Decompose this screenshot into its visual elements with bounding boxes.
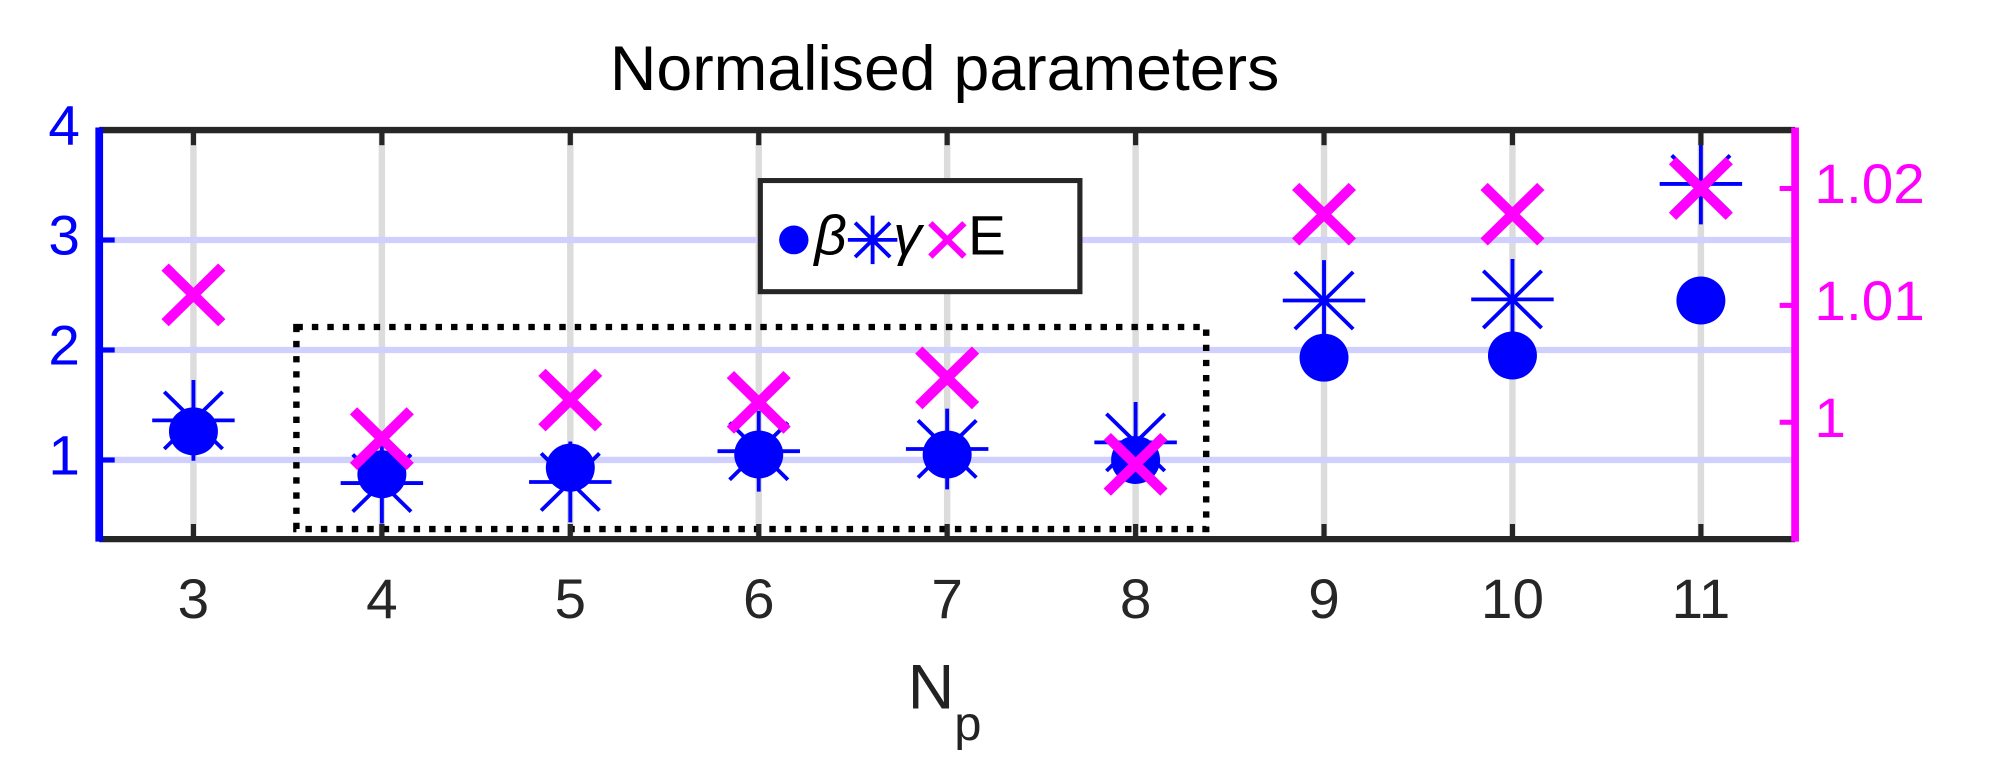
- point: [1094, 401, 1177, 483]
- point: [1676, 276, 1726, 325]
- point: [1282, 260, 1366, 341]
- y2-tick-label: 1.02: [1814, 153, 1924, 215]
- x-tick-label: 4: [366, 568, 398, 630]
- y2-tick-label: 1.01: [1814, 270, 1924, 332]
- highlight-box: [293, 323, 1210, 533]
- x-tick-label: 9: [1308, 568, 1340, 630]
- x-axis-label-main: N: [908, 651, 955, 722]
- y-tick-label: 4: [48, 94, 80, 156]
- x-tick-label: 6: [743, 568, 775, 630]
- point: [915, 346, 980, 410]
- point: [1292, 182, 1357, 246]
- x-axis-label-sub: p: [954, 697, 981, 750]
- legend-marker: [928, 221, 967, 259]
- y-tick-label: 1: [48, 424, 80, 486]
- legend-marker: [847, 215, 898, 265]
- legend-label: E: [968, 204, 1006, 266]
- point: [161, 263, 226, 327]
- point: [726, 371, 791, 434]
- point: [1668, 157, 1733, 220]
- point: [717, 410, 800, 492]
- point: [1471, 259, 1554, 340]
- point: [340, 442, 424, 524]
- x-tick-label: 8: [1120, 568, 1152, 630]
- x-tick-label: 5: [555, 568, 587, 630]
- point: [1480, 182, 1545, 246]
- legend-label: γ: [893, 204, 924, 266]
- y-tick-label: 3: [48, 204, 80, 266]
- legend-box: [757, 178, 1083, 295]
- x-axis-label: Np: [908, 651, 982, 751]
- point: [1103, 432, 1168, 496]
- marks: [152, 143, 1743, 524]
- point: [1299, 333, 1349, 382]
- point: [529, 441, 612, 523]
- y-tick-label: 2: [48, 314, 80, 376]
- x-tick-label: 10: [1481, 568, 1544, 630]
- x-tick-label: 7: [931, 568, 963, 630]
- x-tick-label: 3: [178, 568, 210, 630]
- point: [538, 368, 603, 432]
- point: [1487, 331, 1537, 380]
- x-tick-label: 11: [1671, 568, 1730, 630]
- y2-tick-label: 1: [1814, 386, 1846, 448]
- chart-title: Normalised parameters: [610, 32, 1279, 103]
- point: [905, 408, 989, 490]
- legend-label: β: [812, 204, 846, 266]
- point: [152, 379, 235, 461]
- point: [349, 407, 414, 470]
- legend-marker: [779, 225, 809, 255]
